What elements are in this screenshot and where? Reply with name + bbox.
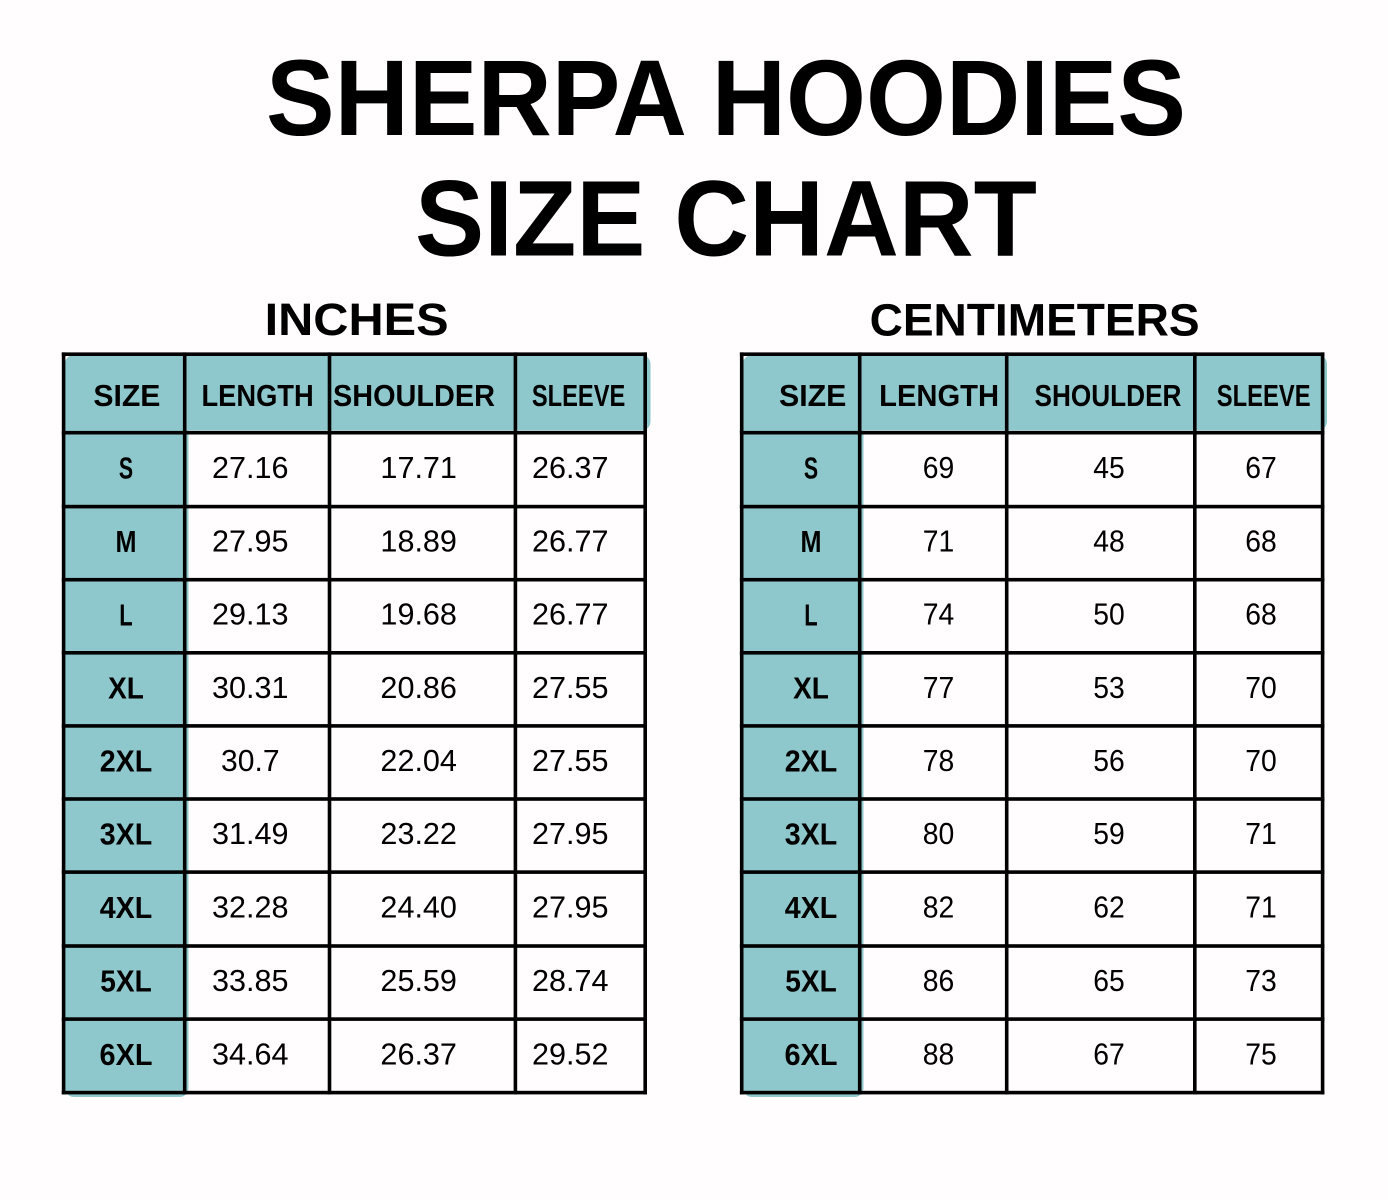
svg-text:71: 71 <box>923 525 955 559</box>
svg-text:17.71: 17.71 <box>380 451 457 485</box>
svg-text:SIZE: SIZE <box>93 379 160 413</box>
svg-text:67: 67 <box>1093 1037 1125 1071</box>
svg-text:4XL: 4XL <box>100 891 153 925</box>
svg-text:59: 59 <box>1093 817 1125 851</box>
svg-text:30.31: 30.31 <box>212 671 289 705</box>
svg-text:4XL: 4XL <box>785 891 838 925</box>
svg-text:30.7: 30.7 <box>221 744 280 778</box>
svg-text:SLEEVE: SLEEVE <box>1217 379 1311 413</box>
svg-text:LENGTH: LENGTH <box>879 379 999 413</box>
svg-text:33.85: 33.85 <box>212 964 289 998</box>
svg-text:L: L <box>119 598 132 632</box>
svg-text:S: S <box>119 452 133 486</box>
svg-text:2XL: 2XL <box>100 744 153 778</box>
svg-text:86: 86 <box>923 964 955 998</box>
svg-text:31.49: 31.49 <box>212 817 289 851</box>
svg-text:25.59: 25.59 <box>380 964 457 998</box>
svg-text:26.77: 26.77 <box>532 598 609 632</box>
svg-text:27.95: 27.95 <box>532 890 609 924</box>
svg-text:88: 88 <box>923 1037 955 1071</box>
svg-text:26.37: 26.37 <box>532 451 609 485</box>
svg-text:3XL: 3XL <box>785 818 838 852</box>
svg-text:SIZE: SIZE <box>779 379 846 413</box>
svg-text:56: 56 <box>1093 744 1125 778</box>
svg-text:50: 50 <box>1093 598 1125 632</box>
svg-text:SHOULDER: SHOULDER <box>333 379 495 413</box>
svg-text:22.04: 22.04 <box>380 744 457 778</box>
svg-text:6XL: 6XL <box>785 1038 838 1072</box>
svg-text:78: 78 <box>923 744 955 778</box>
svg-text:S: S <box>804 452 818 486</box>
svg-text:27.95: 27.95 <box>532 817 609 851</box>
svg-text:80: 80 <box>923 817 955 851</box>
svg-text:20.86: 20.86 <box>380 671 457 705</box>
svg-text:34.64: 34.64 <box>212 1037 289 1071</box>
svg-text:27.55: 27.55 <box>532 671 609 705</box>
svg-text:67: 67 <box>1245 451 1277 485</box>
svg-text:SIZE CHART: SIZE CHART <box>415 158 1037 279</box>
svg-text:74: 74 <box>923 598 955 632</box>
svg-text:5XL: 5XL <box>100 965 152 999</box>
svg-text:18.89: 18.89 <box>380 525 457 559</box>
svg-text:19.68: 19.68 <box>380 598 457 632</box>
svg-text:69: 69 <box>923 451 955 485</box>
svg-text:5XL: 5XL <box>785 965 837 999</box>
svg-text:23.22: 23.22 <box>380 817 457 851</box>
svg-text:29.52: 29.52 <box>532 1037 609 1071</box>
svg-text:71: 71 <box>1245 817 1277 851</box>
svg-text:M: M <box>116 525 137 559</box>
svg-text:27.95: 27.95 <box>212 525 289 559</box>
svg-text:62: 62 <box>1093 890 1125 924</box>
svg-text:3XL: 3XL <box>100 818 153 852</box>
svg-text:68: 68 <box>1245 525 1277 559</box>
svg-text:SLEEVE: SLEEVE <box>532 379 626 413</box>
svg-text:26.37: 26.37 <box>380 1037 457 1071</box>
svg-text:70: 70 <box>1245 744 1277 778</box>
svg-text:45: 45 <box>1093 451 1125 485</box>
svg-text:INCHES: INCHES <box>265 294 449 345</box>
svg-text:77: 77 <box>923 671 955 705</box>
svg-text:L: L <box>804 598 817 632</box>
svg-text:82: 82 <box>923 890 955 924</box>
svg-text:48: 48 <box>1093 525 1125 559</box>
svg-text:26.77: 26.77 <box>532 525 609 559</box>
svg-text:75: 75 <box>1245 1037 1277 1071</box>
svg-text:XL: XL <box>793 671 829 705</box>
svg-text:65: 65 <box>1093 964 1125 998</box>
svg-text:73: 73 <box>1245 964 1277 998</box>
svg-text:68: 68 <box>1245 598 1277 632</box>
svg-text:70: 70 <box>1245 671 1277 705</box>
svg-text:32.28: 32.28 <box>212 890 289 924</box>
svg-text:CENTIMETERS: CENTIMETERS <box>870 294 1200 345</box>
svg-text:24.40: 24.40 <box>380 890 457 924</box>
svg-text:29.13: 29.13 <box>212 598 289 632</box>
svg-text:27.16: 27.16 <box>212 451 289 485</box>
svg-text:27.55: 27.55 <box>532 744 609 778</box>
svg-text:6XL: 6XL <box>100 1038 153 1072</box>
svg-text:71: 71 <box>1245 890 1277 924</box>
svg-text:28.74: 28.74 <box>532 964 609 998</box>
svg-text:53: 53 <box>1093 671 1125 705</box>
svg-text:LENGTH: LENGTH <box>202 379 314 413</box>
svg-text:SHOULDER: SHOULDER <box>1035 379 1182 413</box>
svg-text:XL: XL <box>108 671 144 705</box>
svg-text:2XL: 2XL <box>785 744 838 778</box>
svg-text:M: M <box>801 525 822 559</box>
svg-text:SHERPA HOODIES: SHERPA HOODIES <box>266 37 1186 158</box>
